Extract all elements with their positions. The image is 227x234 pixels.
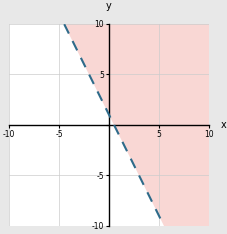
Polygon shape <box>64 24 208 226</box>
Text: x: x <box>220 120 226 130</box>
Text: y: y <box>106 1 111 11</box>
